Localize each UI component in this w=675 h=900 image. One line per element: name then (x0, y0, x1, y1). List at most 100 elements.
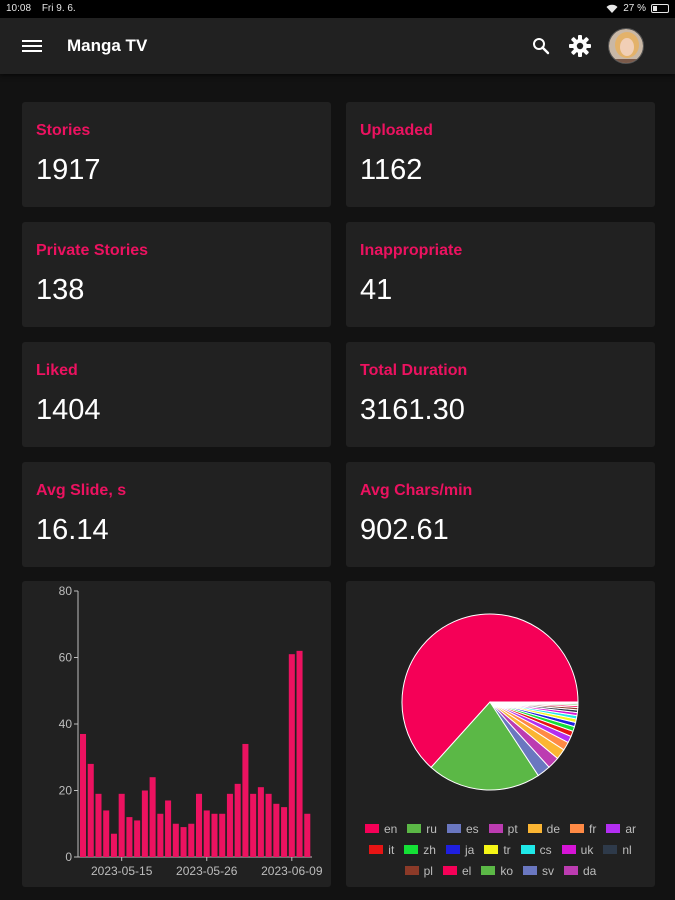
bar[interactable] (126, 817, 133, 857)
bar[interactable] (219, 813, 226, 857)
app-bar: Manga TV (0, 18, 675, 74)
legend-item-sv[interactable]: sv (523, 863, 554, 878)
bar-chart: 0 20 40 60 80 2023-05-15 2023-05-26 2023-06-09 (59, 584, 323, 878)
bar[interactable] (87, 763, 94, 857)
bar[interactable] (95, 793, 102, 857)
bar[interactable] (234, 783, 241, 857)
legend-item-fr[interactable]: fr (570, 821, 596, 836)
search-icon[interactable] (532, 37, 550, 55)
bar[interactable] (157, 813, 164, 857)
y-tick-label: 80 (59, 584, 73, 598)
app-title: Manga TV (67, 36, 148, 55)
legend-item-ko[interactable]: ko (481, 863, 513, 878)
stat-card-uploaded: Uploaded 1162 (346, 102, 655, 207)
bar[interactable] (288, 654, 295, 857)
legend-item-it[interactable]: it (369, 842, 394, 857)
wifi-icon (606, 4, 618, 13)
bar[interactable] (118, 793, 125, 857)
legend-swatch (404, 866, 419, 875)
legend-swatch (603, 845, 618, 854)
legend-swatch (407, 824, 422, 833)
bar-chart-card: 0 20 40 60 80 2023-05-15 2023-05-26 2023-06-09 (22, 581, 331, 887)
legend-label: es (465, 821, 479, 836)
stat-card-avg-chars: Avg Chars/min 902.61 (346, 462, 655, 567)
legend-label: tr (503, 842, 511, 857)
legend-label: zh (423, 842, 436, 857)
legend-item-zh[interactable]: zh (404, 842, 436, 857)
legend-label: uk (580, 842, 594, 857)
stat-card-avg-slide: Avg Slide, s 16.14 (22, 462, 331, 567)
legend-swatch (369, 845, 384, 854)
legend-item-es[interactable]: es (446, 821, 479, 836)
x-tick-label: 2023-05-15 (91, 864, 153, 878)
bar[interactable] (110, 833, 117, 857)
bar[interactable] (257, 787, 264, 857)
legend-label: fr (589, 821, 597, 836)
pie-slice-da[interactable] (489, 701, 579, 704)
bar[interactable] (281, 807, 288, 857)
bar[interactable] (80, 733, 87, 857)
legend-item-ar[interactable]: ar (606, 821, 636, 836)
legend-item-uk[interactable]: uk (561, 842, 594, 857)
stat-label: Liked (36, 362, 78, 379)
legend-label: ja (464, 842, 475, 857)
stat-label: Total Duration (360, 362, 468, 379)
bar[interactable] (242, 743, 249, 857)
menu-icon[interactable] (22, 38, 42, 54)
bar[interactable] (165, 800, 172, 857)
pie-slice-ru[interactable] (430, 701, 540, 791)
bar[interactable] (141, 790, 148, 858)
legend-item-pl[interactable]: pl (404, 863, 433, 878)
legend-label: pt (507, 821, 518, 836)
bar[interactable] (304, 813, 311, 857)
avatar[interactable] (608, 28, 644, 64)
legend-swatch (561, 845, 576, 854)
legend-item-ru[interactable]: ru (407, 821, 437, 836)
stat-label: Uploaded (360, 122, 433, 139)
stat-value: 1917 (36, 154, 101, 186)
bar[interactable] (103, 810, 110, 857)
bar[interactable] (134, 820, 141, 857)
legend-item-pt[interactable]: pt (488, 821, 518, 836)
legend-item-cs[interactable]: cs (520, 842, 552, 857)
bar[interactable] (180, 827, 187, 857)
bar[interactable] (250, 793, 257, 857)
legend-label: ru (426, 821, 437, 836)
status-time: 10:08 (6, 3, 32, 14)
legend-label: sv (542, 863, 554, 878)
stat-value: 16.14 (36, 514, 109, 546)
bar[interactable] (226, 793, 233, 857)
bar[interactable] (196, 793, 203, 857)
legend-label: nl (622, 842, 632, 857)
bar[interactable] (265, 793, 272, 857)
battery-percent: 27 % (623, 3, 646, 14)
stat-value: 138 (36, 274, 85, 306)
bar[interactable] (188, 823, 195, 857)
stat-value: 902.61 (360, 514, 449, 546)
legend-item-en[interactable]: en (364, 821, 397, 836)
legend-item-ja[interactable]: ja (445, 842, 475, 857)
legend-swatch (564, 866, 578, 875)
bar[interactable] (172, 823, 179, 857)
stat-card-total-duration: Total Duration 3161.30 (346, 342, 655, 447)
legend-item-tr[interactable]: tr (484, 842, 511, 857)
stat-card-private-stories: Private Stories 138 (22, 222, 331, 327)
bar[interactable] (273, 803, 280, 857)
legend-swatch (606, 824, 621, 833)
bar[interactable] (149, 777, 156, 857)
gear-icon[interactable] (568, 34, 592, 58)
bar[interactable] (211, 813, 218, 857)
stat-label: Avg Chars/min (360, 482, 473, 499)
legend-item-da[interactable]: da (564, 863, 596, 878)
legend-item-de[interactable]: de (527, 821, 560, 836)
stat-value: 1162 (360, 154, 423, 186)
legend-item-nl[interactable]: nl (603, 842, 632, 857)
bar[interactable] (296, 650, 303, 857)
legend-label: da (583, 863, 597, 878)
bar[interactable] (203, 810, 210, 857)
legend-item-el[interactable]: el (442, 863, 471, 878)
legend-swatch (523, 866, 537, 875)
pie-chart (401, 613, 579, 791)
pie-slice-en[interactable] (401, 613, 579, 769)
legend-row: en ru es pt de fr ar (346, 821, 655, 836)
